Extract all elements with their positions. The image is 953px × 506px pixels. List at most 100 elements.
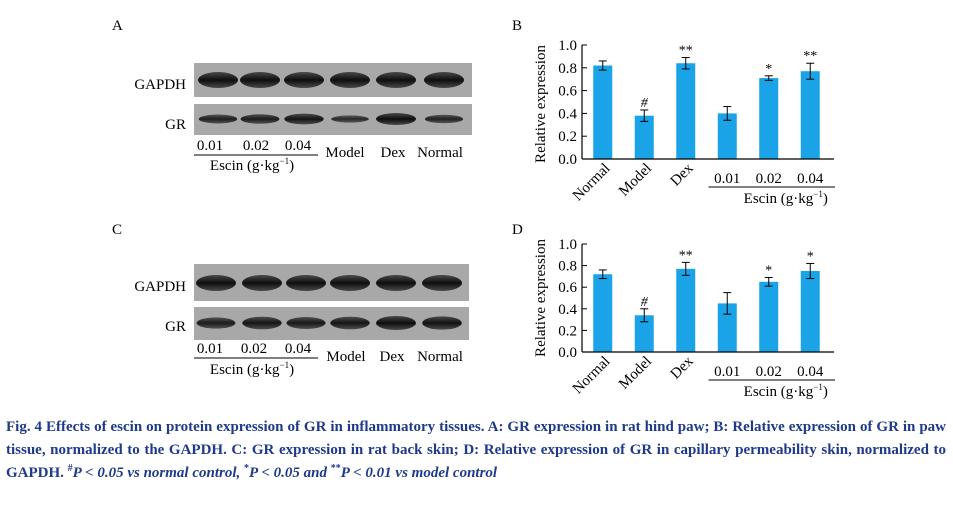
gr-band	[284, 113, 324, 125]
y-tick-label: 0.2	[558, 323, 577, 339]
caption-title: Fig. 4 Effects of escin on protein expre…	[6, 419, 946, 481]
gr-band	[376, 316, 416, 330]
bar-chart-d: D Relative expression #**** 0.00.20.40.6…	[512, 222, 835, 400]
x-tick-label: Model	[616, 354, 655, 393]
sig-symbol-hash: #	[67, 463, 73, 474]
lane-dex-c: Dex	[380, 349, 405, 365]
error-bar	[598, 269, 607, 280]
sig-symbol-double-star: **	[330, 463, 341, 474]
gr-band	[240, 114, 280, 124]
error-bar	[806, 262, 815, 280]
gapdh-band	[330, 275, 370, 291]
lane-dose-2-c: 0.02	[241, 341, 267, 357]
x-tick-label: 0.04	[797, 364, 824, 380]
bar-Normal	[593, 65, 613, 159]
x-tick-label: 0.04	[797, 171, 824, 187]
y-tick-label: 0.8	[558, 61, 577, 77]
bar-Model	[634, 115, 654, 159]
error-bar	[681, 261, 690, 276]
significance-mark: #	[641, 295, 649, 310]
lane-model-a: Model	[325, 145, 364, 161]
sig-text-double-star: P < 0.01 vs model control	[340, 465, 498, 481]
gr-band	[424, 114, 464, 124]
y-tick-label: 1.0	[558, 38, 577, 54]
row-label-gapdh-c: GAPDH	[134, 279, 186, 295]
gapdh-band	[422, 275, 462, 291]
gapdh-band	[376, 275, 416, 291]
bar-chart-b: B Relative expression #***** 0.00.20.40.…	[512, 18, 835, 207]
gapdh-band	[284, 72, 324, 88]
bar-0.04	[800, 271, 820, 352]
significance-mark: *	[765, 62, 772, 77]
lane-dose-1-c: 0.01	[197, 341, 223, 357]
x-tick-label: Dex	[668, 353, 697, 382]
lane-dose-1-a: 0.01	[197, 138, 223, 154]
western-blot-a: A GAPDH GR 0.01 0.02 0.04 Escin (g·kg−1)…	[112, 18, 472, 174]
lane-normal-a: Normal	[417, 145, 463, 161]
sig-text-hash: P < 0.05 vs normal control,	[72, 465, 245, 481]
bar-0.02	[759, 281, 779, 352]
lane-dex-a: Dex	[381, 145, 406, 161]
escin-group-label-c: Escin (g·kg−1)	[210, 360, 294, 378]
panel-label-d: D	[512, 222, 523, 238]
lane-dose-2-a: 0.02	[243, 138, 269, 154]
y-tick-label: 0.6	[558, 280, 577, 296]
significance-mark: **	[803, 49, 817, 64]
lane-normal-c: Normal	[417, 349, 463, 365]
significance-mark: **	[679, 248, 693, 263]
gapdh-band	[196, 275, 236, 291]
gr-band	[198, 114, 238, 124]
y-tick-label: 0.2	[558, 129, 577, 145]
x-tick-label: 0.01	[714, 171, 740, 187]
error-bar	[598, 60, 607, 71]
gapdh-band	[240, 72, 280, 88]
panel-label-b: B	[512, 18, 522, 34]
y-axis-label-d: Relative expression	[533, 239, 549, 357]
y-tick-label: 0.4	[558, 302, 577, 318]
gr-band	[376, 113, 416, 125]
error-bar	[764, 75, 773, 81]
gr-band	[330, 316, 370, 330]
panel-label-c: C	[112, 222, 122, 238]
panel-label-a: A	[112, 18, 123, 34]
bar-0.04	[800, 71, 820, 159]
gapdh-band	[242, 275, 282, 291]
y-tick-label: 0.0	[558, 152, 577, 168]
error-bar	[764, 276, 773, 287]
bar-Dex	[676, 63, 696, 159]
gapdh-band	[198, 72, 238, 88]
row-label-gr-a: GR	[165, 117, 186, 133]
error-bar	[640, 109, 649, 122]
figure-caption: Fig. 4 Effects of escin on protein expre…	[6, 416, 946, 485]
gr-band	[422, 316, 462, 330]
bar-Normal	[593, 274, 613, 352]
sig-symbol-star: *	[244, 463, 250, 474]
error-bar	[681, 57, 690, 70]
significance-mark: *	[765, 263, 772, 278]
lane-labels-a: 0.01 0.02 0.04 Escin (g·kg−1) Model Dex …	[194, 138, 463, 174]
bar-0.01	[717, 113, 737, 159]
escin-group-label-a: Escin (g·kg−1)	[210, 156, 294, 174]
x-tick-label: 0.01	[714, 364, 740, 380]
row-label-gapdh-a: GAPDH	[134, 77, 186, 93]
bar-0.01	[717, 303, 737, 352]
gr-band	[242, 316, 282, 330]
y-tick-label: 0.8	[558, 259, 577, 275]
x-tick-label: Model	[616, 161, 655, 200]
lane-labels-c: 0.01 0.02 0.04 Escin (g·kg−1) Model Dex …	[194, 341, 463, 378]
lane-dose-3-c: 0.04	[285, 341, 312, 357]
x-tick-label: Dex	[668, 160, 697, 189]
gapdh-band	[286, 275, 326, 291]
row-label-gr-c: GR	[165, 319, 186, 335]
y-tick-label: 1.0	[558, 237, 577, 253]
gr-band	[286, 317, 326, 329]
bar-Dex	[676, 268, 696, 352]
x-tick-label: 0.02	[756, 364, 782, 380]
bar-0.02	[759, 78, 779, 159]
bar-Model	[634, 315, 654, 352]
error-bar	[806, 62, 815, 80]
gapdh-band	[330, 72, 370, 88]
significance-mark: #	[641, 96, 649, 111]
error-bar	[723, 292, 732, 315]
lane-model-c: Model	[326, 349, 365, 365]
